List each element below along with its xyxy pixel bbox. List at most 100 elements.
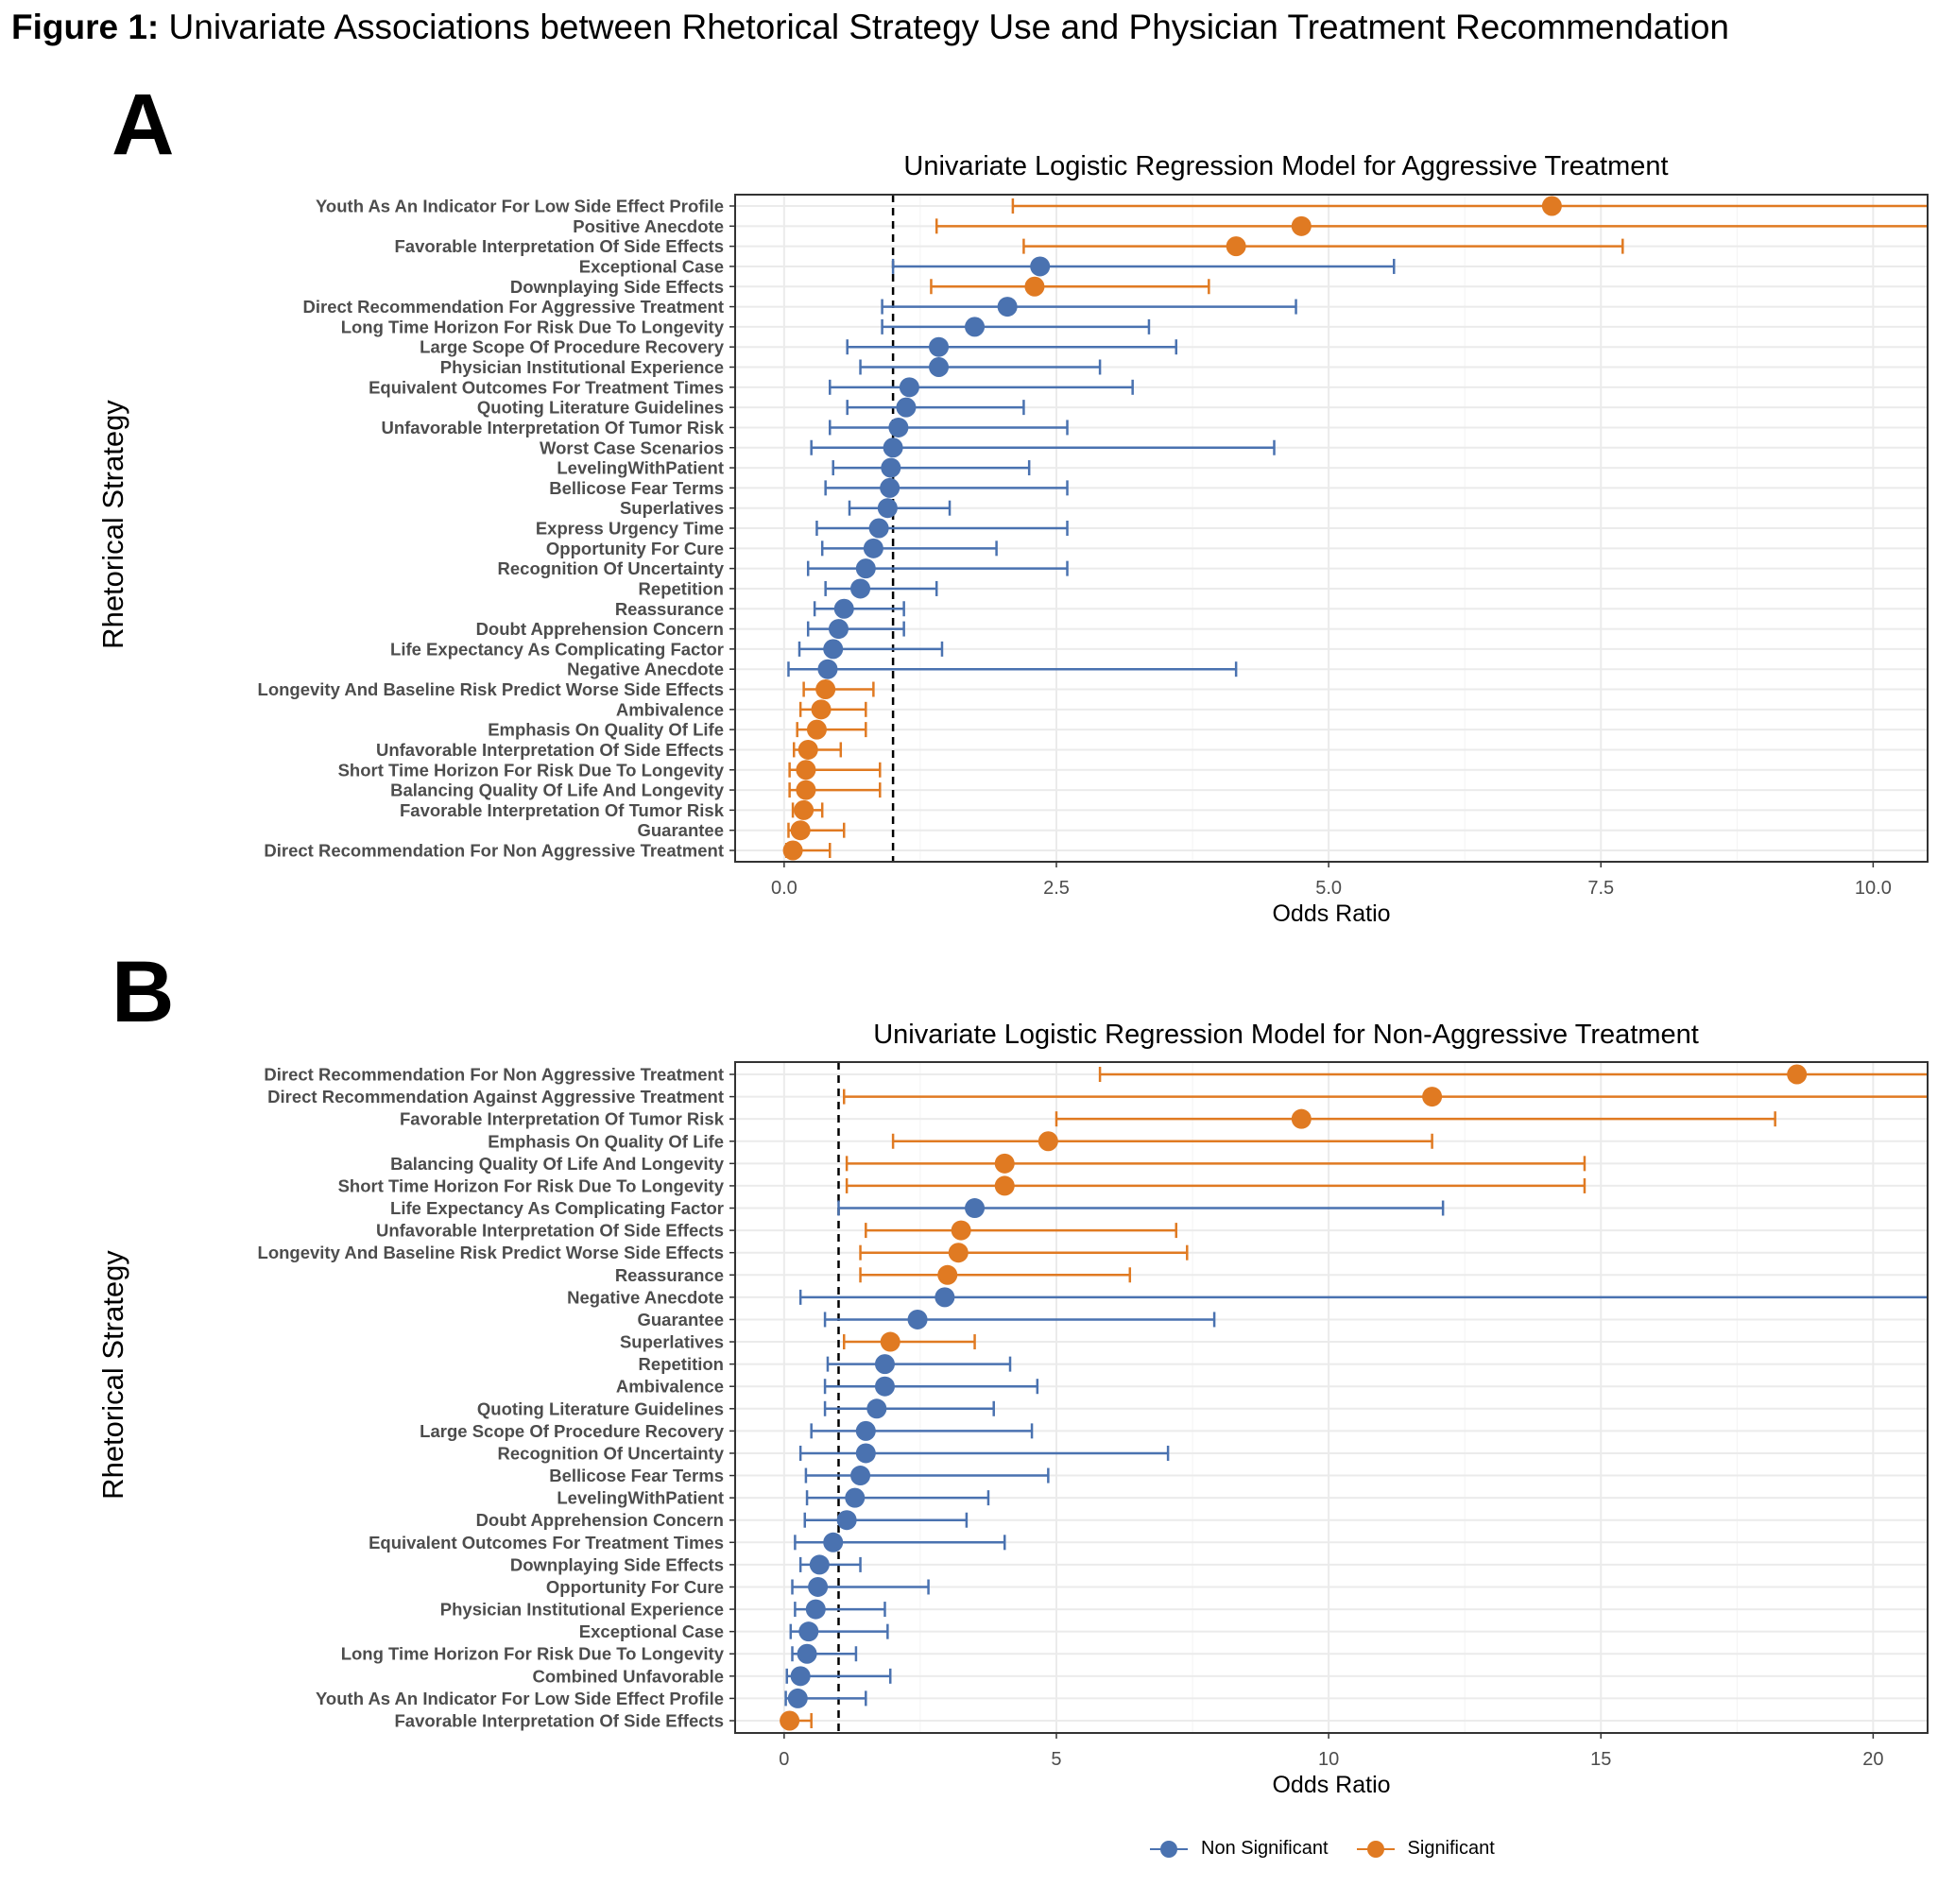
y-tick-label: Direct Recommendation For Non Aggressive… [264, 1065, 724, 1085]
data-point [877, 498, 898, 519]
y-tick-label: Opportunity For Cure [546, 1577, 724, 1597]
data-point [907, 1309, 928, 1329]
plot-background [735, 1062, 1928, 1733]
y-tick-label: Life Expectancy As Complicating Factor [390, 1198, 724, 1218]
data-point [935, 1287, 955, 1308]
x-tick-label: 0.0 [771, 878, 797, 899]
data-point [1024, 276, 1045, 297]
y-tick-label: Superlatives [620, 498, 724, 518]
x-tick-label: 2.5 [1043, 878, 1070, 899]
data-point [929, 336, 950, 357]
legend-label: Significant [1407, 1838, 1495, 1859]
y-tick-label: Reassurance [615, 599, 724, 619]
data-point [782, 840, 803, 861]
data-point [1541, 196, 1562, 216]
y-tick-label: Exceptional Case [579, 1621, 724, 1641]
x-tick-label: 5.0 [1315, 878, 1342, 899]
data-point [797, 1643, 817, 1664]
data-point [817, 659, 838, 679]
y-tick-label: Favorable Interpretation Of Side Effects [395, 1711, 725, 1731]
y-tick-label: Superlatives [620, 1332, 724, 1352]
data-point [1787, 1064, 1808, 1085]
x-axis-label: Odds Ratio [1272, 1772, 1390, 1798]
y-tick-label: Long Time Horizon For Risk Due To Longev… [341, 317, 725, 336]
y-tick-label: Physician Institutional Experience [440, 1600, 724, 1620]
y-tick-label: Guarantee [637, 820, 724, 840]
legend-item-significant: Significant [1355, 1838, 1495, 1860]
legend-key-non-significant [1148, 1839, 1190, 1860]
data-point [809, 1554, 830, 1575]
data-point [896, 397, 917, 418]
y-tick-label: Balancing Quality Of Life And Longevity [390, 1154, 725, 1174]
legend-label: Non Significant [1201, 1838, 1329, 1859]
y-tick-label: Balancing Quality Of Life And Longevity [390, 780, 725, 800]
data-point [874, 1376, 895, 1397]
data-point [790, 820, 811, 841]
plot-border [734, 194, 1929, 863]
y-tick-label: Bellicose Fear Terms [549, 478, 724, 498]
y-tick-label: Negative Anecdote [567, 660, 724, 679]
data-point [808, 1576, 829, 1597]
data-point [1291, 215, 1312, 236]
data-point [868, 518, 889, 539]
legend-dot [1366, 1840, 1384, 1858]
y-tick-label: Unfavorable Interpretation Of Side Effec… [376, 740, 724, 760]
y-tick-label: Equivalent Outcomes For Treatment Times [369, 1533, 724, 1552]
y-tick-label: Longevity And Baseline Risk Predict Wors… [258, 1243, 724, 1262]
y-tick-label: Downplaying Side Effects [510, 277, 724, 297]
data-point [863, 538, 883, 558]
data-point [888, 417, 909, 437]
y-tick-label: Life Expectancy As Complicating Factor [390, 639, 724, 659]
y-tick-label: Ambivalence [616, 1377, 724, 1397]
legend-item-non-significant: Non Significant [1148, 1838, 1329, 1860]
y-tick-label: Recognition Of Uncertainty [498, 1443, 725, 1463]
y-tick-label: Quoting Literature Guidelines [477, 1398, 724, 1418]
data-point [836, 1510, 857, 1531]
data-point [811, 699, 832, 720]
chart-title: Univariate Logistic Regression Model for… [873, 1020, 1699, 1050]
y-tick-label: Direct Recommendation For Aggressive Tre… [303, 297, 725, 317]
y-tick-label: Doubt Apprehension Concern [476, 1510, 724, 1530]
y-tick-label: Doubt Apprehension Concern [476, 619, 724, 639]
y-tick-label: Bellicose Fear Terms [549, 1466, 724, 1485]
data-point [796, 780, 816, 800]
data-point [855, 1443, 876, 1464]
data-point [855, 558, 876, 579]
y-tick-label: Direct Recommendation For Non Aggressive… [264, 841, 724, 861]
data-point [1038, 1131, 1058, 1152]
data-point [880, 477, 900, 498]
data-point [798, 1621, 819, 1642]
x-tick-label: 10.0 [1855, 878, 1892, 899]
x-tick-label: 15 [1590, 1749, 1611, 1770]
data-point [850, 1466, 871, 1486]
data-point [994, 1153, 1015, 1174]
y-tick-label: Short Time Horizon For Risk Due To Longe… [338, 1175, 725, 1195]
data-point [796, 760, 816, 780]
y-tick-label: Large Scope Of Procedure Recovery [420, 337, 725, 357]
x-axis-label: Odds Ratio [1272, 901, 1390, 927]
data-point [929, 357, 950, 377]
y-axis-label: Rhetorical Strategy [96, 400, 129, 649]
figure-title-bold: Figure 1: [11, 8, 160, 46]
data-point [794, 799, 815, 820]
x-tick-label: 20 [1862, 1749, 1883, 1770]
y-tick-label: Guarantee [637, 1310, 724, 1329]
data-point [881, 457, 901, 478]
data-point [880, 1331, 900, 1352]
y-tick-label: Equivalent Outcomes For Treatment Times [369, 377, 724, 397]
y-tick-label: Short Time Horizon For Risk Due To Longe… [338, 760, 725, 780]
data-point [845, 1487, 866, 1508]
data-point [1291, 1108, 1312, 1129]
data-point [806, 719, 827, 740]
y-tick-label: Combined Unfavorable [533, 1666, 725, 1686]
panel-label-b: B [111, 944, 175, 1040]
data-point [937, 1264, 958, 1285]
data-point [823, 639, 844, 660]
y-axis-label: Rhetorical Strategy [96, 1250, 129, 1500]
data-point [866, 1398, 887, 1419]
y-tick-label: Favorable Interpretation Of Tumor Risk [400, 800, 725, 820]
y-tick-label: Express Urgency Time [536, 519, 724, 539]
y-tick-label: LevelingWithPatient [557, 1488, 724, 1508]
data-point [948, 1243, 969, 1263]
